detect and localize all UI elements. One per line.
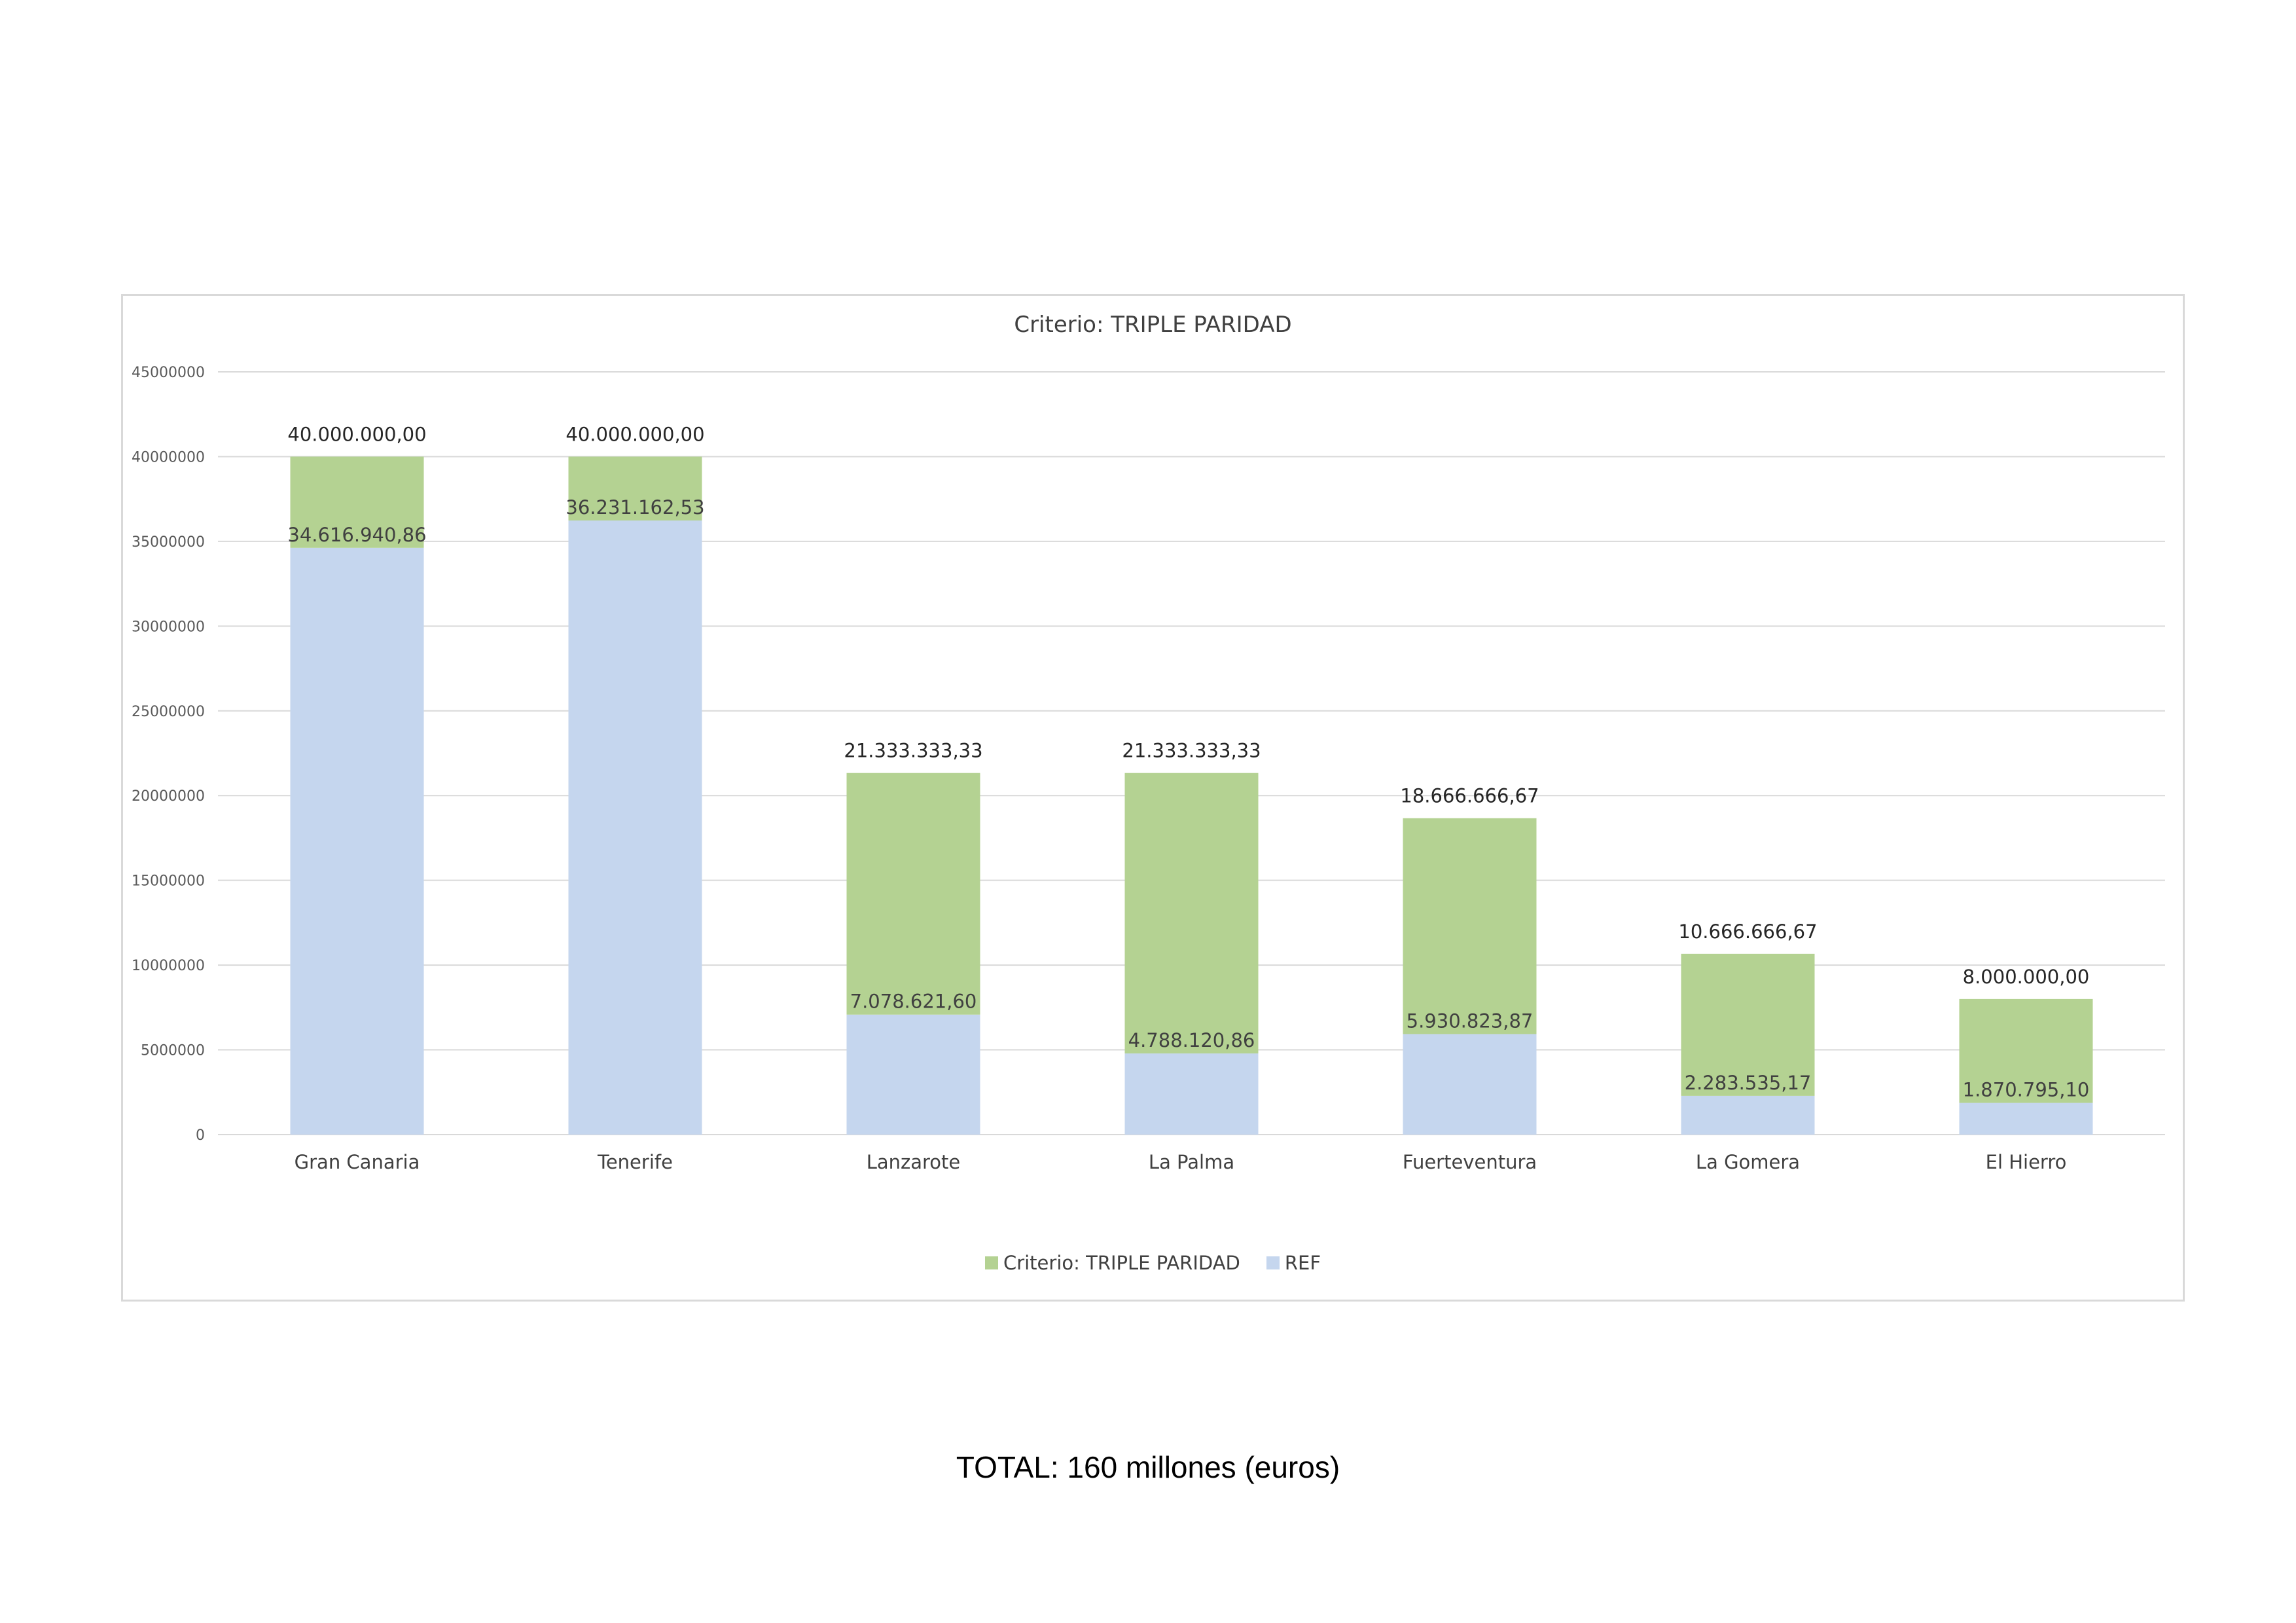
bar-segment-ref [1403,1034,1537,1135]
x-tick-label: Gran Canaria [295,1151,420,1173]
data-label-ref: 4.788.120,86 [1128,1029,1255,1051]
data-label-total: 21.333.333,33 [844,740,982,762]
data-label-ref: 7.078.621,60 [850,991,977,1013]
legend-item-ref: REF [1266,1252,1321,1274]
x-tick-label: La Gomera [1696,1151,1800,1173]
y-tick-label: 15000000 [132,873,205,890]
data-label-total: 10.666.666,67 [1678,921,1817,943]
y-tick-label: 10000000 [132,958,205,974]
x-tick-label: Fuerteventura [1403,1151,1537,1173]
y-tick-label: 5000000 [141,1043,205,1059]
y-tick-label: 35000000 [132,534,205,551]
legend-swatch-ref [1266,1256,1280,1269]
x-tick-label: El Hierro [1986,1151,2067,1173]
y-tick-label: 25000000 [132,704,205,720]
data-label-ref: 36.231.162,53 [565,496,704,519]
bar-segment-triple-paridad [1681,953,1815,1096]
bar-segment-ref [568,520,702,1135]
x-tick-label: Lanzarote [867,1151,961,1173]
y-tick-label: 30000000 [132,619,205,635]
chart-frame: 0 5000000 10000000 15000000 20000000 25000000… [121,294,2185,1302]
bars [290,456,2093,1135]
y-tick-label: 0 [196,1127,205,1144]
bar-segment-triple-paridad [568,456,702,521]
x-tick-label: La Palma [1149,1151,1234,1173]
bar-segment-ref [846,1014,980,1135]
legend-item-triple-paridad: Criterio: TRIPLE PARIDAD [984,1252,1240,1274]
bar-segment-ref [1681,1095,1815,1135]
data-label-ref: 1.870.795,10 [1963,1079,2090,1101]
data-label-total: 40.000.000,00 [565,423,704,445]
bar-segment-triple-paridad [1124,773,1259,1054]
legend-label-ref: REF [1284,1252,1321,1274]
data-label-total: 18.666.666,67 [1400,785,1539,807]
stacked-bar-chart: 0 5000000 10000000 15000000 20000000 25000000… [132,365,2165,1173]
bar-segment-ref [1124,1053,1259,1135]
data-label-ref: 5.930.823,87 [1407,1010,1534,1032]
bar-segment-triple-paridad [290,456,424,548]
data-label-ref: 34.616.940,86 [287,524,426,546]
bar-segment-triple-paridad [1959,998,2093,1103]
y-tick-label: 20000000 [132,788,205,805]
bar-segment-triple-paridad [1403,818,1537,1034]
y-axis-tick-labels: 0 5000000 10000000 15000000 20000000 25000000… [132,365,205,1144]
y-tick-label: 40000000 [132,449,205,465]
legend: Criterio: TRIPLE PARIDAD REF [123,1252,2183,1274]
chart-title: Criterio: TRIPLE PARIDAD [1014,312,1292,338]
legend-swatch-triple-paridad [984,1256,998,1269]
bar-segment-ref [1959,1103,2093,1135]
bar-segment-triple-paridad [846,773,980,1015]
bar-segment-ref [290,547,424,1135]
data-label-total: 21.333.333,33 [1122,740,1261,762]
data-label-ref: 2.283.535,17 [1685,1072,1812,1094]
x-axis-tick-labels: Gran Canaria Tenerife Lanzarote La Palma Fue… [295,1151,2067,1173]
y-tick-label: 45000000 [132,365,205,381]
data-label-total: 8.000.000,00 [1963,966,2090,988]
data-label-total: 40.000.000,00 [287,423,426,445]
legend-label-triple-paridad: Criterio: TRIPLE PARIDAD [1003,1252,1240,1274]
x-tick-label: Tenerife [597,1151,673,1173]
data-labels: 34.616.940,86 40.000.000,00 36.231.162,53 4… [287,423,2089,1101]
footer-total-text: TOTAL: 160 millones (euros) [956,1450,1340,1484]
